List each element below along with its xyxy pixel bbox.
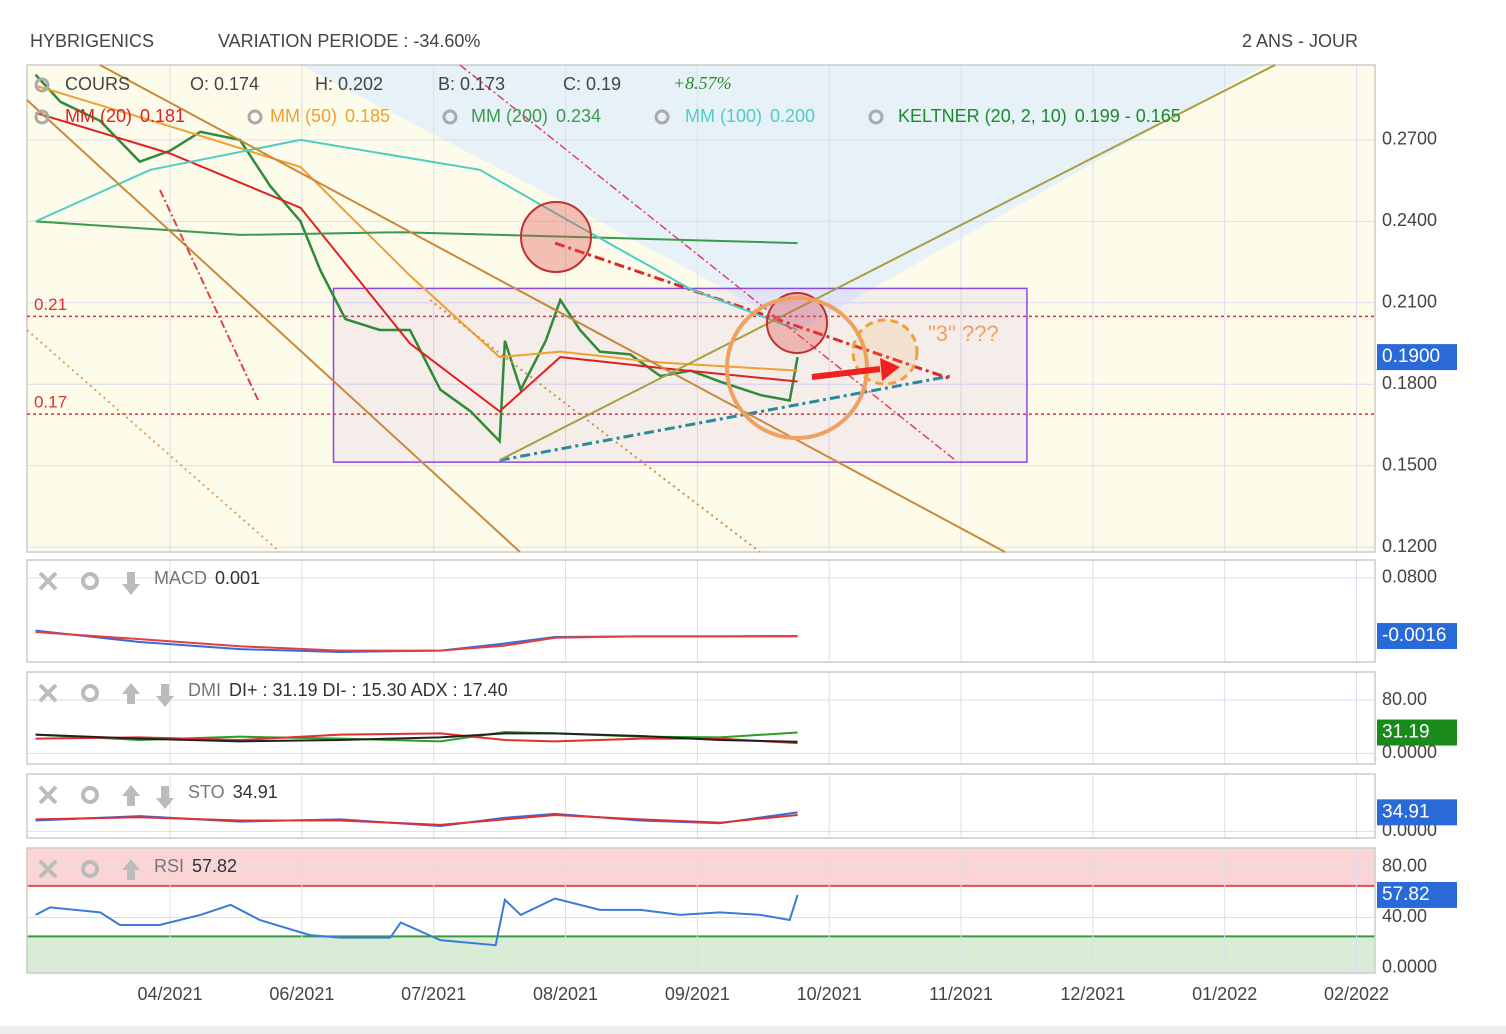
legend-value: 0.200 <box>770 106 815 126</box>
x-tick-label: 09/2021 <box>665 984 730 1004</box>
panel-background <box>27 560 1375 662</box>
last-value-label: 0.1900 <box>1382 346 1440 367</box>
last-value-label: -0.0016 <box>1382 625 1446 646</box>
y-tick-label: 0.0800 <box>1382 567 1437 587</box>
legend-value: 0.185 <box>345 106 390 126</box>
x-tick-label: 07/2021 <box>401 984 466 1004</box>
change-value: +8.57% <box>673 73 732 93</box>
panel-controls <box>38 571 99 879</box>
trend-line <box>499 374 951 462</box>
ohlc-value: C: 0.19 <box>563 74 621 94</box>
y-tick-label: 0.0000 <box>1382 742 1437 762</box>
x-tick-label: 04/2021 <box>138 984 203 1004</box>
series-line <box>35 631 798 652</box>
legend-entry: COURS <box>65 74 130 94</box>
y-tick-label: 40.00 <box>1382 906 1427 926</box>
last-value-tag <box>1377 623 1457 650</box>
legend-entry: MM (100) <box>685 106 762 126</box>
legend-value: 0.199 - 0.165 <box>1075 106 1181 126</box>
annotation: "3" ??? <box>928 321 999 346</box>
y-tick-label: 0.2100 <box>1382 292 1437 312</box>
panel-frame <box>26 64 1376 553</box>
y-tick-label: 0.2700 <box>1382 129 1437 149</box>
indicator-value: 34.91 <box>233 782 278 802</box>
panel-background <box>27 774 1375 838</box>
footer-strip <box>0 1026 1506 1034</box>
level-label: 0.17 <box>34 393 67 412</box>
series-line <box>35 732 798 743</box>
x-tick-label: 02/2022 <box>1324 984 1389 1004</box>
last-value-label: 57.82 <box>1382 884 1430 905</box>
legend-entry: MM (200) <box>471 106 548 126</box>
last-value-tag <box>1377 799 1457 826</box>
variation: VARIATION PERIODE : -34.60% <box>218 31 480 51</box>
legend: COURS O: 0.174 H: 0.202 B: 0.173 C: 0.19 +8.5… <box>65 73 1389 1004</box>
x-tick-label: 08/2021 <box>533 984 598 1004</box>
series-line <box>35 814 798 826</box>
x-tick-label: 01/2022 <box>1192 984 1257 1004</box>
panel-frame <box>26 559 1376 663</box>
ohlc-value: O: 0.174 <box>190 74 259 94</box>
panel-frame <box>26 773 1376 839</box>
panel-frame <box>26 847 1376 974</box>
series-line <box>35 84 798 372</box>
y-tick-label: 80.00 <box>1382 856 1427 876</box>
range-box <box>332 287 1028 463</box>
last-value-label: 31.19 <box>1382 722 1430 743</box>
indicator-name: MACD <box>154 568 207 588</box>
plot-layers: 0.2700 0.2400 0.2100 0.1800 0.1500 0.1200 0.21… <box>26 64 1457 977</box>
ohlc-value: B: 0.173 <box>438 74 505 94</box>
indicator-value: 0.001 <box>215 568 260 588</box>
x-tick-label: 10/2021 <box>797 984 862 1004</box>
legend-entry: MM (50) <box>270 106 337 126</box>
y-tick-label: 0.2400 <box>1382 210 1437 230</box>
indicator-name: DMI <box>188 680 221 700</box>
x-tick-label: 11/2021 <box>929 984 993 1004</box>
panel-background <box>27 672 1375 764</box>
x-tick-label: 12/2021 <box>1060 984 1125 1004</box>
legend-value: 0.234 <box>556 106 601 126</box>
y-tick-label: 0.1500 <box>1382 454 1437 474</box>
ohlc-value: H: 0.202 <box>315 74 383 94</box>
series-line <box>34 73 799 445</box>
series-line <box>35 894 799 947</box>
trend-line <box>554 241 951 381</box>
panel-frame <box>26 671 1376 765</box>
level-label: 0.21 <box>34 295 67 314</box>
series-line <box>35 138 798 331</box>
indicator-value: 57.82 <box>192 856 237 876</box>
legend-entry: MM (20) <box>65 106 132 126</box>
period: 2 ANS - JOUR <box>1242 31 1358 51</box>
last-value-tag <box>1377 881 1457 908</box>
last-value-tag <box>1377 719 1457 746</box>
drawings <box>26 64 1276 553</box>
y-tick-label: 0.0000 <box>1382 957 1437 977</box>
stock-name: HYBRIGENICS <box>30 31 154 51</box>
y-tick-label: 80.00 <box>1382 689 1427 709</box>
y-tick-label: 0.1200 <box>1382 536 1437 556</box>
indicator-name: RSI <box>154 856 184 876</box>
x-tick-label: 06/2021 <box>269 984 334 1004</box>
legend-value: 0.181 <box>140 106 185 126</box>
indicator-name: STO <box>188 782 225 802</box>
last-value-tag <box>1377 344 1457 371</box>
last-value-label: 34.91 <box>1382 801 1430 822</box>
panel-arrows <box>122 572 174 880</box>
legend-entry: KELTNER (20, 2, 10) <box>898 106 1067 126</box>
oversold-zone <box>27 936 1375 973</box>
y-tick-label: 0.1800 <box>1382 373 1437 393</box>
indicator-value: DI+ : 31.19 DI- : 15.30 ADX : 17.40 <box>229 680 508 700</box>
